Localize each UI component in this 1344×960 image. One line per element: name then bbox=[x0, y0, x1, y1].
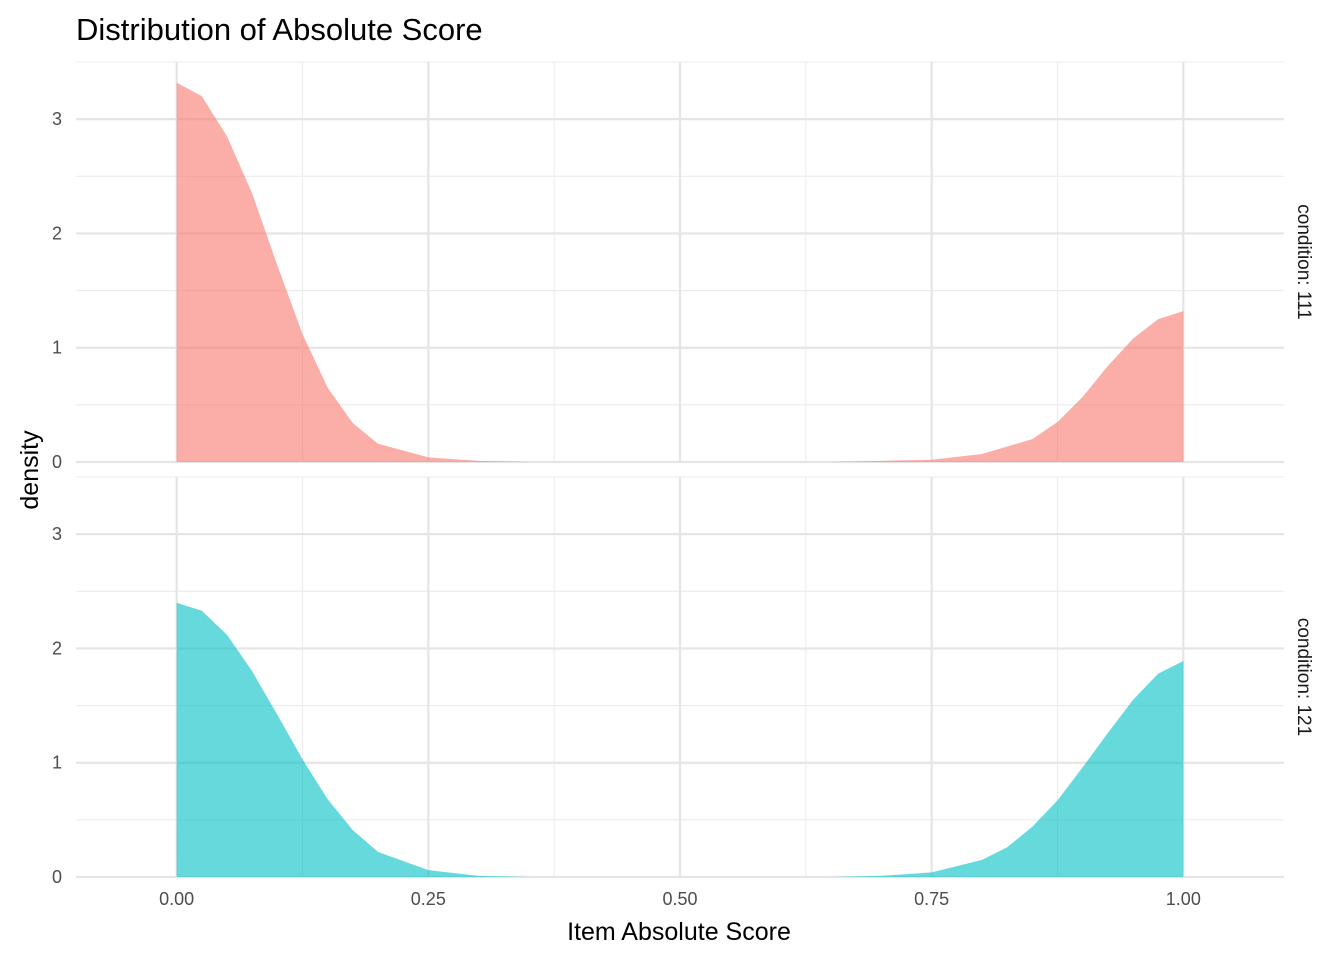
density-area-2 bbox=[176, 602, 1184, 877]
x-axis-ticks: 0.00 0.25 0.50 0.75 1.00 bbox=[159, 889, 1201, 909]
y-axis-title: density bbox=[16, 430, 44, 510]
chart-title: Distribution of Absolute Score bbox=[76, 12, 483, 47]
facet-panels: 0 1 2 3 condition: 111 0 1 2 3 condition: 121 bbox=[52, 61, 1314, 887]
y-tick-label: 0 bbox=[52, 867, 62, 887]
y-tick-label: 1 bbox=[52, 338, 62, 358]
facet-strip-label: condition: 111 bbox=[1293, 204, 1314, 320]
x-tick-label: 0.75 bbox=[914, 889, 949, 909]
x-tick-label: 0.25 bbox=[411, 889, 446, 909]
y-tick-label: 2 bbox=[52, 638, 62, 658]
facet-panel-1: 0 1 2 3 condition: 111 bbox=[52, 61, 1314, 472]
x-axis-title: Item Absolute Score bbox=[567, 918, 791, 946]
facet-strip-label: condition: 121 bbox=[1293, 618, 1314, 736]
y-tick-label: 1 bbox=[52, 753, 62, 773]
x-tick-label: 0.50 bbox=[662, 889, 697, 909]
y-tick-label: 3 bbox=[52, 109, 62, 129]
x-tick-label: 1.00 bbox=[1166, 889, 1201, 909]
x-tick-label: 0.00 bbox=[159, 889, 194, 909]
y-tick-label: 3 bbox=[52, 524, 62, 544]
y-tick-label: 2 bbox=[52, 223, 62, 243]
facet-panel-2: 0 1 2 3 condition: 121 bbox=[52, 476, 1314, 887]
density-area-1 bbox=[176, 82, 1184, 462]
y-tick-label: 0 bbox=[52, 452, 62, 472]
